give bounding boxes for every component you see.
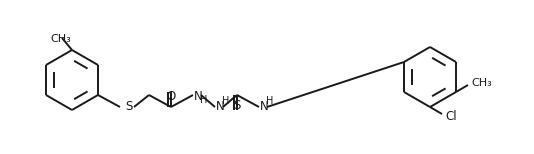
Text: N: N xyxy=(260,99,269,113)
Text: H: H xyxy=(222,96,230,106)
Text: O: O xyxy=(167,90,176,103)
Text: CH₃: CH₃ xyxy=(51,34,72,44)
Text: CH₃: CH₃ xyxy=(471,78,492,88)
Text: S: S xyxy=(125,101,132,113)
Text: H: H xyxy=(200,95,207,105)
Text: Cl: Cl xyxy=(445,109,457,122)
Text: H: H xyxy=(266,96,273,106)
Text: N: N xyxy=(194,89,203,103)
Text: N: N xyxy=(216,99,225,113)
Text: S: S xyxy=(233,99,241,112)
